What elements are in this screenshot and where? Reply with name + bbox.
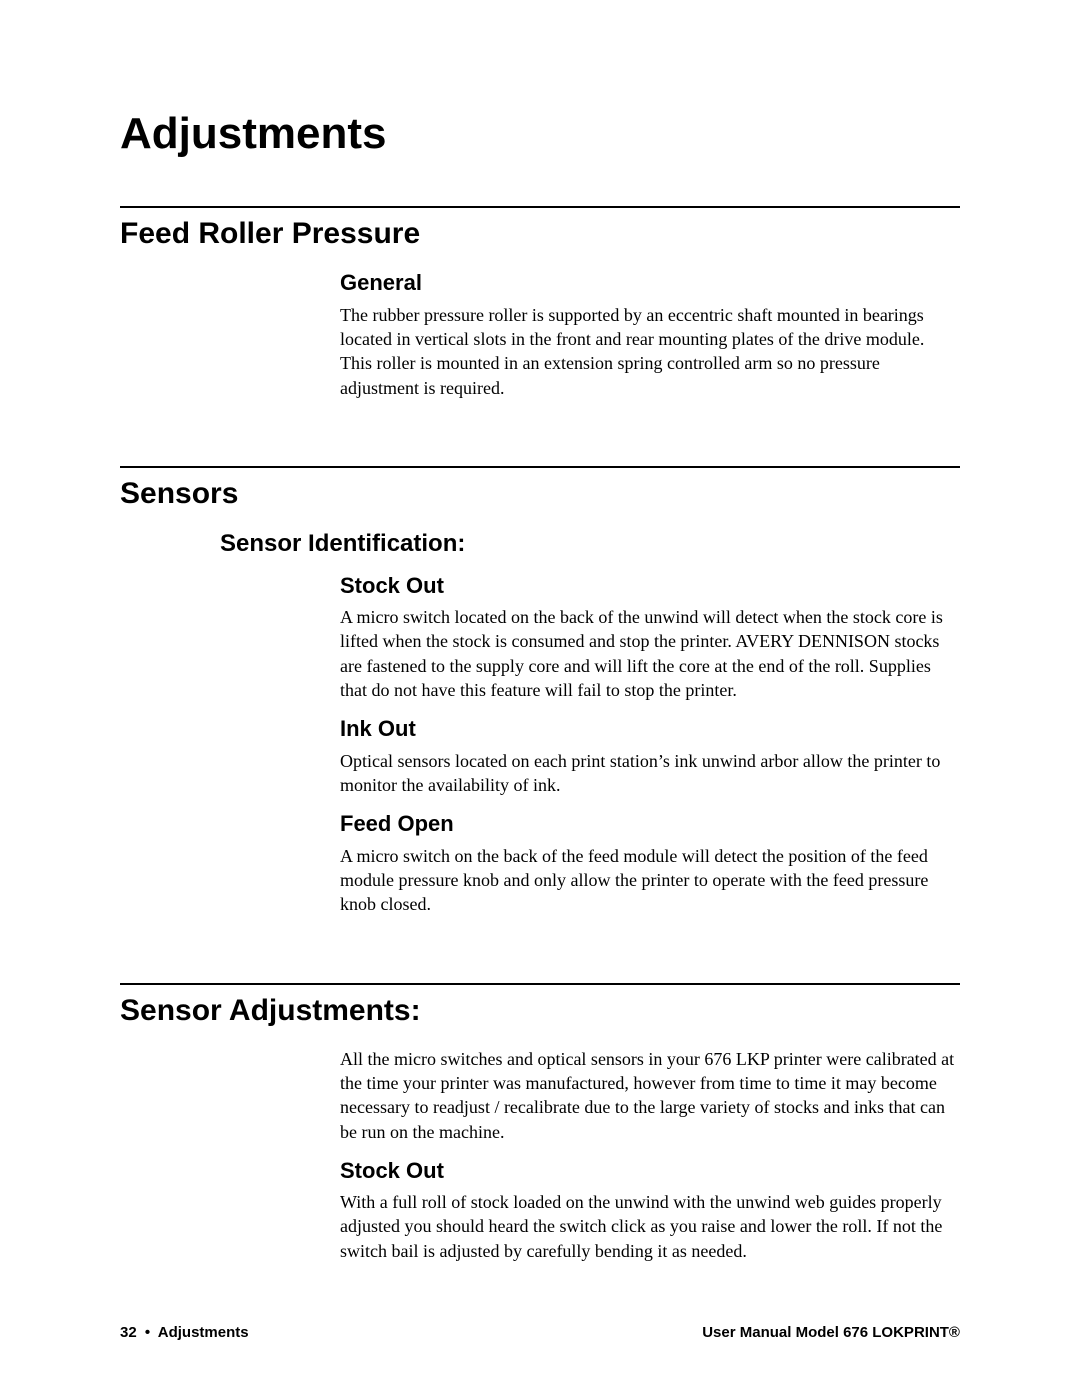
subheading-sensor-identification: Sensor Identification: (220, 530, 960, 559)
footer-bullet-icon: • (141, 1324, 154, 1341)
paragraph-stock-out: A micro switch located on the back of th… (340, 605, 960, 702)
paragraph-adj-stock-out: With a full roll of stock loaded on the … (340, 1190, 960, 1263)
subheading-ink-out: Ink Out (340, 716, 960, 742)
footer-left: 32 • Adjustments (120, 1324, 249, 1341)
paragraph-sensor-adjustments-intro: All the micro switches and optical senso… (340, 1047, 960, 1144)
subheading-adj-stock-out: Stock Out (340, 1158, 960, 1184)
footer-right: User Manual Model 676 LOKPRINT® (702, 1324, 960, 1341)
paragraph-feed-open: A micro switch on the back of the feed m… (340, 844, 960, 917)
spacer (120, 414, 960, 466)
page: Adjustments Feed Roller Pressure General… (0, 0, 1080, 1397)
section-sensor-adjustments: Sensor Adjustments: (120, 993, 960, 1029)
subheading-general: General (340, 270, 960, 296)
footer-page-number: 32 (120, 1324, 137, 1341)
spacer (120, 931, 960, 983)
section-rule (120, 466, 960, 468)
paragraph-general: The rubber pressure roller is supported … (340, 303, 960, 400)
subheading-feed-open: Feed Open (340, 811, 960, 837)
section-sensors: Sensors (120, 476, 960, 512)
page-footer: 32 • Adjustments User Manual Model 676 L… (120, 1324, 960, 1341)
chapter-title: Adjustments (120, 110, 960, 158)
section-rule (120, 206, 960, 208)
section-rule (120, 983, 960, 985)
footer-section-label: Adjustments (158, 1324, 249, 1341)
section-feed-roller-pressure: Feed Roller Pressure (120, 216, 960, 252)
subheading-stock-out: Stock Out (340, 573, 960, 599)
paragraph-ink-out: Optical sensors located on each print st… (340, 749, 960, 798)
